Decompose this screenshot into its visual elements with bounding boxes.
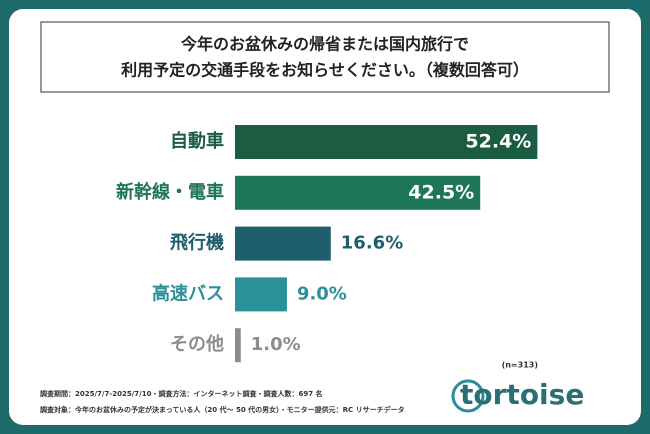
bar xyxy=(235,328,241,363)
value-label: 1.0% xyxy=(251,334,301,355)
chart-title: 今年のお盆休みの帰省または国内旅行で xyxy=(180,35,469,54)
category-label: 新幹線・電車 xyxy=(116,181,224,203)
category-label: 自動車 xyxy=(170,130,224,152)
bar xyxy=(235,277,287,312)
category-label: その他 xyxy=(170,333,224,355)
chart-title: 利用予定の交通手段をお知らせください。（複数回答可） xyxy=(121,61,529,80)
footnote: 調査対象：今年のお盆休みの予定が決まっている人（20 代〜 50 代の男女）・モ… xyxy=(40,405,405,414)
logo-mark xyxy=(451,379,485,413)
value-label: 9.0% xyxy=(297,283,347,304)
category-label: 高速バス xyxy=(152,282,224,304)
bar xyxy=(235,226,331,261)
bar xyxy=(235,125,538,159)
sample-note: (n=313) xyxy=(502,361,538,370)
value-label: 42.5% xyxy=(408,181,474,203)
logo: tortoise xyxy=(460,378,584,411)
bar xyxy=(235,175,481,210)
category-label: 飛行機 xyxy=(170,232,224,254)
footnote: 調査期間：2025/7/7-2025/7/10・調査方法：インターネット調査・調… xyxy=(40,389,323,398)
panel xyxy=(9,9,641,425)
value-label: 16.6% xyxy=(341,233,403,254)
title-box xyxy=(40,21,610,93)
value-label: 52.4% xyxy=(465,131,531,153)
